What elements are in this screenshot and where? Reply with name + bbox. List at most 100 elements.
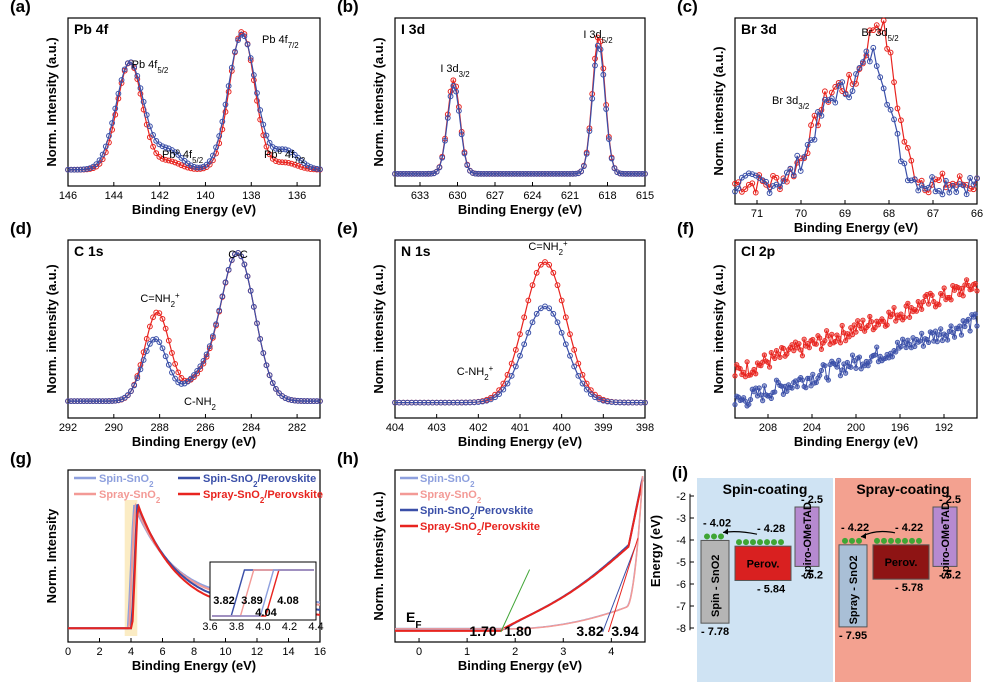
data-point <box>74 398 81 405</box>
data-point <box>408 399 415 406</box>
x-tick-label: 66 <box>971 208 983 220</box>
data-point <box>929 292 935 298</box>
panel-h: (h) 0 1 2 3 4 Binding Energy (eV) Norm. Intensi… <box>337 449 646 673</box>
x-tick-label: 618 <box>598 190 616 202</box>
panel-c: (c) 71 70 69 68 67 66 Binding Energy (eV) Norm. … <box>677 0 983 235</box>
data-point <box>843 370 849 376</box>
text-part: I 3d <box>440 63 458 75</box>
panel-label: (g) <box>10 449 32 468</box>
text-part: 5/2 <box>157 66 168 75</box>
text-part: 5/2 <box>602 36 613 45</box>
data-point <box>849 88 856 94</box>
data-point <box>801 154 808 160</box>
data-point <box>238 31 245 38</box>
data-point <box>153 137 160 144</box>
data-point <box>159 315 166 322</box>
data-point <box>571 346 578 353</box>
x-tick-label: 69 <box>839 208 851 220</box>
data-point <box>291 161 298 168</box>
inset-tick-label: 4.4 <box>308 621 323 633</box>
energy-value: - 7.95 <box>839 630 867 642</box>
data-point <box>893 349 899 355</box>
data-point <box>567 170 573 177</box>
data-point <box>508 170 515 177</box>
text-part: Pb <box>162 149 175 161</box>
data-point <box>266 151 273 158</box>
data-point <box>772 389 778 395</box>
data-point <box>749 171 756 178</box>
layer-perovskite <box>872 544 930 580</box>
data-point <box>745 170 752 177</box>
inset-value: 4.08 <box>277 595 298 607</box>
text-part: + <box>175 291 180 300</box>
data-point <box>298 398 305 404</box>
data-point <box>479 398 486 405</box>
data-point <box>547 170 554 177</box>
data-point <box>546 305 553 312</box>
x-tick-label: 1 <box>464 646 470 658</box>
plot-frame <box>394 17 646 187</box>
x-tick-label: 621 <box>561 190 579 202</box>
data-point <box>159 345 166 352</box>
annotation: Br 3d5/2 <box>861 27 898 43</box>
panel-g: (g) 0 2 4 6 8 10 12 14 16 Binding Energy (eV) Norm.… <box>10 449 326 673</box>
data-point <box>920 298 927 305</box>
data-point <box>629 399 636 406</box>
data-point <box>633 399 640 406</box>
energy-stack: Spray-coating Spray - SnO2 Perov. Spiro-OMe… <box>835 478 971 682</box>
data-point <box>939 170 946 177</box>
data-point <box>796 341 802 347</box>
data-point <box>291 151 298 158</box>
data-point <box>282 146 289 153</box>
data-point <box>586 128 593 134</box>
data-point <box>639 170 646 177</box>
data-point <box>822 338 828 344</box>
data-point <box>919 306 925 312</box>
text-part: 2 <box>477 528 482 537</box>
data-point <box>922 185 929 192</box>
data-point <box>957 323 963 329</box>
text-part: o <box>175 147 180 156</box>
data-point <box>175 152 182 158</box>
data-point <box>901 339 908 346</box>
data-point <box>447 93 454 100</box>
y-axis-label: Norm. intensity (a.u.) <box>371 264 386 393</box>
data-point <box>200 358 207 364</box>
data-point <box>777 354 783 360</box>
data-point <box>612 399 619 406</box>
x-tick-label: 286 <box>196 422 214 434</box>
data-point <box>853 365 859 371</box>
data-point <box>134 375 141 381</box>
data-point <box>178 381 185 387</box>
data-point <box>860 59 866 65</box>
data-point <box>943 332 949 339</box>
data-point <box>175 379 182 386</box>
data-point <box>630 170 637 177</box>
data-point <box>469 170 476 176</box>
data-point <box>417 170 423 177</box>
data-point <box>741 369 747 375</box>
y-axis-label: Norm. intensity (a.u.) <box>711 46 726 175</box>
data-point <box>295 162 301 169</box>
data-point <box>877 353 883 359</box>
electron-dot <box>881 537 887 544</box>
data-point <box>625 170 632 177</box>
data-point <box>898 343 904 350</box>
x-tick-label: 140 <box>196 190 214 202</box>
data-point <box>817 335 823 341</box>
x-tick-label: 12 <box>251 646 263 658</box>
data-point <box>550 269 557 276</box>
data-point <box>594 34 601 41</box>
data-point <box>475 170 482 177</box>
data-point <box>143 112 150 118</box>
data-point <box>894 130 901 137</box>
text-part: 2 <box>477 496 482 505</box>
text-part: 2 <box>559 248 563 257</box>
x-axis-label: Binding Energy (eV) <box>458 658 582 673</box>
data-point <box>562 314 569 321</box>
data-point <box>832 338 838 345</box>
data-point <box>777 183 783 190</box>
series-line-blue <box>395 44 645 175</box>
data-point <box>558 329 565 336</box>
data-point <box>458 131 465 138</box>
